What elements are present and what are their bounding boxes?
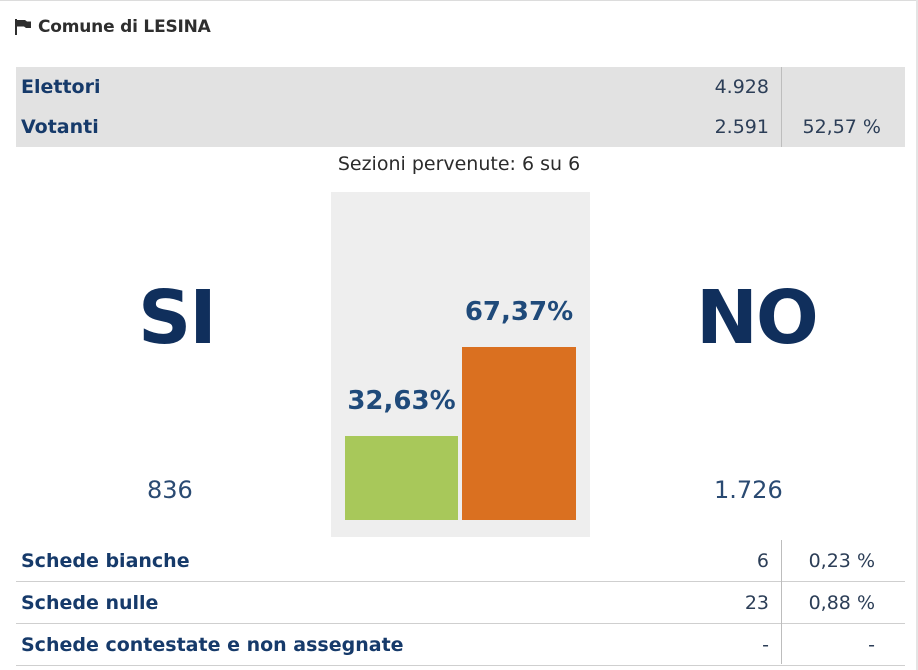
stats-row-bianche: Schede bianche 6 0,23 % bbox=[16, 540, 905, 582]
bar-si-label: 32,63% bbox=[347, 386, 456, 416]
summary-row-elettori: Elettori 4.928 bbox=[16, 67, 905, 107]
stats-value: - bbox=[762, 634, 769, 656]
summary-label: Elettori bbox=[21, 76, 101, 98]
stats-label: Schede nulle bbox=[21, 592, 159, 614]
flag-icon bbox=[15, 19, 31, 35]
stats-value: 6 bbox=[756, 550, 769, 572]
summary-label: Votanti bbox=[21, 116, 99, 138]
right-border bbox=[916, 0, 918, 670]
sections-status: Sezioni pervenute: 6 su 6 bbox=[337, 153, 581, 175]
summary-value: 4.928 bbox=[714, 76, 769, 98]
summary-value: 2.591 bbox=[714, 116, 769, 138]
stats-row-contestate: Schede contestate e non assegnate - - bbox=[16, 624, 905, 666]
stats-percent: - bbox=[868, 634, 875, 656]
results-chart: 32,63% 67,37% bbox=[331, 192, 590, 537]
bar-no-label: 67,37% bbox=[464, 297, 574, 327]
stats-divider bbox=[781, 540, 782, 664]
summary-table: Elettori 4.928 Votanti 2.591 52,57 % bbox=[16, 67, 905, 147]
si-label: SI bbox=[138, 275, 217, 361]
si-count: 836 bbox=[147, 476, 193, 504]
summary-row-votanti: Votanti 2.591 52,57 % bbox=[16, 107, 905, 147]
stats-percent: 0,23 % bbox=[808, 550, 875, 572]
bar-no bbox=[462, 347, 576, 520]
stats-value: 23 bbox=[744, 592, 769, 614]
ballot-stats-table: Schede bianche 6 0,23 % Schede nulle 23 … bbox=[16, 540, 905, 666]
stats-label: Schede bianche bbox=[21, 550, 190, 572]
commune-title: Comune di LESINA bbox=[38, 17, 211, 37]
no-count: 1.726 bbox=[714, 476, 783, 504]
stats-row-nulle: Schede nulle 23 0,88 % bbox=[16, 582, 905, 624]
bar-si bbox=[345, 436, 458, 520]
summary-divider bbox=[781, 67, 782, 147]
top-border bbox=[0, 0, 918, 1]
stats-percent: 0,88 % bbox=[808, 592, 875, 614]
no-label: NO bbox=[696, 275, 819, 361]
summary-percent: 52,57 % bbox=[802, 116, 882, 138]
stats-label: Schede contestate e non assegnate bbox=[21, 634, 404, 656]
commune-header: Comune di LESINA bbox=[14, 14, 211, 40]
